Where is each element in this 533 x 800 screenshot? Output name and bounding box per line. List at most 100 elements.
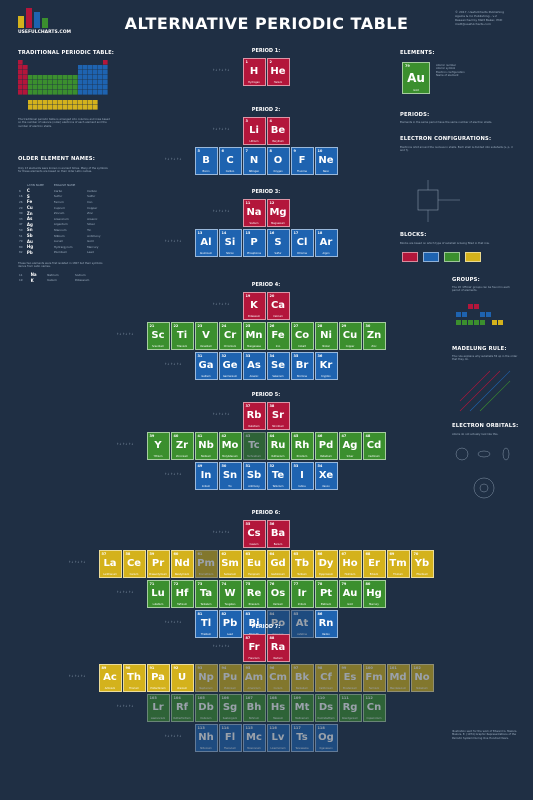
element-mt[interactable]: 109 Mt Meitnerium <box>290 694 314 722</box>
element-rg[interactable]: 111 Rg Roentgenium <box>338 694 362 722</box>
element-na[interactable]: 11 Na Sodium <box>242 199 266 227</box>
element-co[interactable]: 27 Co Cobalt <box>290 322 314 350</box>
element-tl[interactable]: 81 Tl Thallium <box>194 610 218 638</box>
element-ni[interactable]: 28 Ni Nickel <box>314 322 338 350</box>
element-ds[interactable]: 110 Ds Darmstadtium <box>314 694 338 722</box>
element-be[interactable]: 4 Be Beryllium <box>266 117 290 145</box>
element-kr[interactable]: 36 Kr Krypton <box>314 352 338 380</box>
element-cr[interactable]: 24 Cr Chromium <box>218 322 242 350</box>
element-fr[interactable]: 87 Fr Francium <box>242 634 266 662</box>
element-u[interactable]: 92 U Uranium <box>170 664 194 692</box>
element-ba[interactable]: 56 Ba Barium <box>266 520 290 548</box>
element-pb[interactable]: 82 Pb Lead <box>218 610 242 638</box>
element-v[interactable]: 23 V Vanadium <box>194 322 218 350</box>
element-cl[interactable]: 17 Cl Chlorine <box>290 229 314 257</box>
element-mg[interactable]: 12 Mg Magnesium <box>266 199 290 227</box>
element-se[interactable]: 34 Se Selenium <box>266 352 290 380</box>
element-la[interactable]: 57 La Lanthanum <box>98 550 122 578</box>
element-po[interactable]: 84PoPolonium <box>266 610 290 638</box>
element-yb[interactable]: 70 Yb Ytterbium <box>410 550 434 578</box>
element-mn[interactable]: 25 Mn Manganese <box>242 322 266 350</box>
element-sb[interactable]: 51 Sb Antimony <box>242 462 266 490</box>
element-b[interactable]: 5 B Boron <box>194 147 218 175</box>
element-s[interactable]: 16 S Sulfur <box>266 229 290 257</box>
element-n[interactable]: 7 N Nitrogen <box>242 147 266 175</box>
element-in[interactable]: 49 In Indium <box>194 462 218 490</box>
element-cf[interactable]: 98 Cf Californium <box>314 664 338 692</box>
element-zn[interactable]: 30 Zn Zinc <box>362 322 386 350</box>
element-ra[interactable]: 88 Ra Radium <box>266 634 290 662</box>
element-al[interactable]: 13 Al Aluminum <box>194 229 218 257</box>
element-pt[interactable]: 78 Pt Platinum <box>314 580 338 608</box>
element-og[interactable]: 118 Og Oganesson <box>314 724 338 752</box>
element-rh[interactable]: 45 Rh Rhodium <box>290 432 314 460</box>
element-cm[interactable]: 96 Cm Curium <box>266 664 290 692</box>
element-pu[interactable]: 94 Pu Plutonium <box>218 664 242 692</box>
element-lu[interactable]: 71 Lu Lutetium <box>146 580 170 608</box>
element-th[interactable]: 90 Th Thorium <box>122 664 146 692</box>
element-he[interactable]: 2 He Helium <box>266 58 290 86</box>
element-dy[interactable]: 66 Dy Dysprosium <box>314 550 338 578</box>
element-sn[interactable]: 50 Sn Tin <box>218 462 242 490</box>
element-fl[interactable]: 114 Fl Flerovium <box>218 724 242 752</box>
element-hg[interactable]: 80 Hg Mercury <box>362 580 386 608</box>
element-f[interactable]: 9 F Fluorine <box>290 147 314 175</box>
element-ne[interactable]: 10 Ne Neon <box>314 147 338 175</box>
element-os[interactable]: 76 Os Osmium <box>266 580 290 608</box>
element-mc[interactable]: 115 Mc Moscovium <box>242 724 266 752</box>
element-zr[interactable]: 40 Zr Zirconium <box>170 432 194 460</box>
element-at[interactable]: 85 At Astatine <box>290 610 314 638</box>
element-si[interactable]: 14 Si Silicon <box>218 229 242 257</box>
element-p[interactable]: 15 P Phosphorus <box>242 229 266 257</box>
element-sr[interactable]: 38 Sr Strontium <box>266 402 290 430</box>
element-rf[interactable]: 104 Rf Rutherfordium <box>170 694 194 722</box>
element-sg[interactable]: 106 Sg Seaborgium <box>218 694 242 722</box>
element-te[interactable]: 52 Te Tellurium <box>266 462 290 490</box>
element-ru[interactable]: 44 Ru Ruthenium <box>266 432 290 460</box>
element-au[interactable]: 79 Au Gold <box>338 580 362 608</box>
element-re[interactable]: 75 Re Rhenium <box>242 580 266 608</box>
element-ca[interactable]: 20 Ca Calcium <box>266 292 290 320</box>
element-ag[interactable]: 47 Ag Silver <box>338 432 362 460</box>
element-cn[interactable]: 112 Cn Copernicium <box>362 694 386 722</box>
element-gd[interactable]: 64 Gd Gadolinium <box>266 550 290 578</box>
element-pr[interactable]: 59 Pr Praseodymium <box>146 550 170 578</box>
element-i[interactable]: 53 I Iodine <box>290 462 314 490</box>
element-ir[interactable]: 77 Ir Iridium <box>290 580 314 608</box>
element-pa[interactable]: 91 Pa Protactinium <box>146 664 170 692</box>
element-ga[interactable]: 31 Ga Gallium <box>194 352 218 380</box>
element-tb[interactable]: 65 Tb Terbium <box>290 550 314 578</box>
element-o[interactable]: 8 O Oxygen <box>266 147 290 175</box>
element-ti[interactable]: 22 Ti Titanium <box>170 322 194 350</box>
element-ce[interactable]: 58 Ce Cerium <box>122 550 146 578</box>
element-nh[interactable]: 113 Nh Nihonium <box>194 724 218 752</box>
element-w[interactable]: 74 W Tungsten <box>218 580 242 608</box>
element-ar[interactable]: 18 Ar Argon <box>314 229 338 257</box>
element-cd[interactable]: 48 Cd Cadmium <box>362 432 386 460</box>
element-lr[interactable]: 103 Lr Lawrencium <box>146 694 170 722</box>
element-tc[interactable]: 43 Tc Technetium <box>242 432 266 460</box>
element-sc[interactable]: 21 Sc Scandium <box>146 322 170 350</box>
element-bk[interactable]: 97 Bk Berkelium <box>290 664 314 692</box>
element-nb[interactable]: 41 Nb Niobium <box>194 432 218 460</box>
element-fm[interactable]: 100 Fm Fermium <box>362 664 386 692</box>
element-xe[interactable]: 54 Xe Xenon <box>314 462 338 490</box>
element-ge[interactable]: 32 Ge Germanium <box>218 352 242 380</box>
element-tm[interactable]: 69 Tm Thulium <box>386 550 410 578</box>
element-lv[interactable]: 116 Lv Livermorium <box>266 724 290 752</box>
element-cu[interactable]: 29 Cu Copper <box>338 322 362 350</box>
element-np[interactable]: 93 Np Neptunium <box>194 664 218 692</box>
element-ts[interactable]: 117 Ts Tennessine <box>290 724 314 752</box>
element-ac[interactable]: 89 Ac Actinium <box>98 664 122 692</box>
element-hf[interactable]: 72 Hf Hafnium <box>170 580 194 608</box>
element-h[interactable]: 1 H Hydrogen <box>242 58 266 86</box>
element-es[interactable]: 99 Es Einsteinium <box>338 664 362 692</box>
element-li[interactable]: 3 Li Lithium <box>242 117 266 145</box>
element-fe[interactable]: 26 Fe Iron <box>266 322 290 350</box>
element-db[interactable]: 105 Db Dubnium <box>194 694 218 722</box>
element-eu[interactable]: 63 Eu Europium <box>242 550 266 578</box>
element-bh[interactable]: 107 Bh Bohrium <box>242 694 266 722</box>
element-mo[interactable]: 42 Mo Molybdenum <box>218 432 242 460</box>
element-sm[interactable]: 62 Sm Samarium <box>218 550 242 578</box>
element-md[interactable]: 101 Md Mendelevium <box>386 664 410 692</box>
